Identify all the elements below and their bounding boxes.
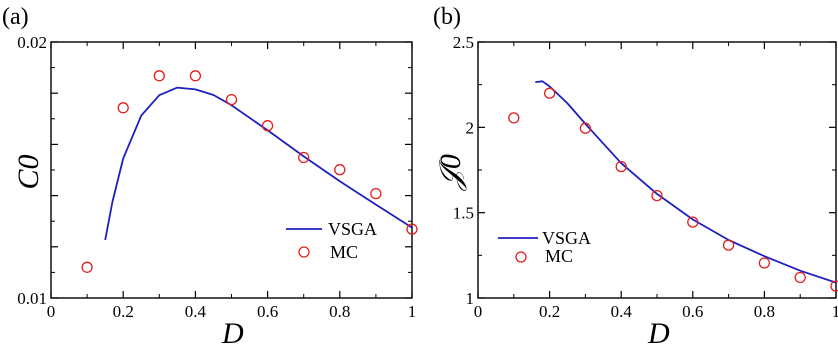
panel-b-legend: VSGA MC <box>498 228 591 266</box>
panel-b-tick-labels: 0 0.2 0.4 0.6 0.8 1 1 1.5 2 2.5 <box>453 33 838 321</box>
x-tick-label: 1 <box>832 302 838 321</box>
data-point-mc <box>153 70 165 82</box>
data-point-mc <box>189 70 202 82</box>
panel-a: (a) 0 0.2 0.4 0.6 0.8 1 0.01 0.02 D C0 VSGA MC <box>2 4 418 350</box>
panel-a-label: (a) <box>2 4 29 30</box>
data-point-mc <box>651 189 663 202</box>
panel-b-label: (b) <box>433 4 461 30</box>
panel-b-frame <box>477 41 837 299</box>
data-point-mc <box>81 261 93 273</box>
panel-a-legend-label-0: VSGA <box>328 219 377 239</box>
panel-b-series <box>508 80 838 292</box>
panel-b-legend-marker-swatch <box>515 251 527 263</box>
data-point-mc <box>579 122 592 134</box>
panel-a-ticks <box>50 41 413 299</box>
x-tick-label: 0.4 <box>185 302 207 321</box>
x-tick-label: 0.8 <box>754 302 775 321</box>
y-tick-label: 2.5 <box>453 33 474 52</box>
x-tick-label: 0.2 <box>113 302 134 321</box>
panel-a-x-axis-title: D <box>221 317 244 350</box>
y-tick-label: 1.5 <box>453 204 474 223</box>
x-tick-label: 0.8 <box>329 302 350 321</box>
data-point-mc <box>117 102 129 114</box>
data-point-mc <box>261 120 274 132</box>
x-tick-label: 0.4 <box>611 302 633 321</box>
data-point-mc <box>334 164 346 176</box>
panel-a-y-axis-title: C0 <box>12 154 45 189</box>
x-tick-label: 0.6 <box>257 302 278 321</box>
panel-b-y-axis-title: 𝒥0 <box>434 154 467 192</box>
panel-a-series <box>81 70 418 273</box>
data-point-mc <box>722 239 735 251</box>
data-point-mc <box>543 87 556 99</box>
x-tick-label: 0.6 <box>682 302 703 321</box>
panel-a-legend: VSGA MC <box>286 219 377 262</box>
panel-b-legend-label-1: MC <box>545 246 573 266</box>
y-tick-label: 0.01 <box>17 289 47 308</box>
data-point-mc <box>370 187 382 200</box>
x-tick-label: 0.2 <box>539 302 560 321</box>
panel-b-legend-label-0: VSGA <box>542 228 591 248</box>
series-line-vsga <box>535 80 837 284</box>
data-point-mc <box>830 280 838 292</box>
data-point-mc <box>406 223 418 235</box>
panel-a-tick-labels: 0 0.2 0.4 0.6 0.8 1 0.01 0.02 <box>17 33 416 321</box>
panel-a-legend-marker-swatch <box>298 246 310 258</box>
y-tick-label: 2 <box>466 118 475 137</box>
x-tick-label: 0 <box>47 302 56 321</box>
data-point-mc <box>687 216 699 228</box>
data-point-mc <box>298 151 310 164</box>
data-point-mc <box>508 112 520 124</box>
x-tick-label: 1 <box>408 302 417 321</box>
panel-a-legend-label-1: MC <box>330 242 358 262</box>
panel-b-x-axis-title: D <box>647 317 670 350</box>
data-point-mc <box>615 160 627 173</box>
data-point-mc <box>758 257 771 269</box>
panel-b-ticks <box>477 41 837 299</box>
x-tick-label: 0 <box>474 302 483 321</box>
panel-b: (b) 0 0.2 0.4 0.6 0.8 1 1 1.5 2 2.5 D 𝒥0 VSGA MC <box>433 4 838 350</box>
data-point-mc <box>225 93 238 106</box>
y-tick-label: 1 <box>466 289 475 308</box>
y-tick-label: 0.02 <box>17 33 47 52</box>
series-line-vsga <box>104 86 413 241</box>
data-point-mc <box>794 271 806 284</box>
